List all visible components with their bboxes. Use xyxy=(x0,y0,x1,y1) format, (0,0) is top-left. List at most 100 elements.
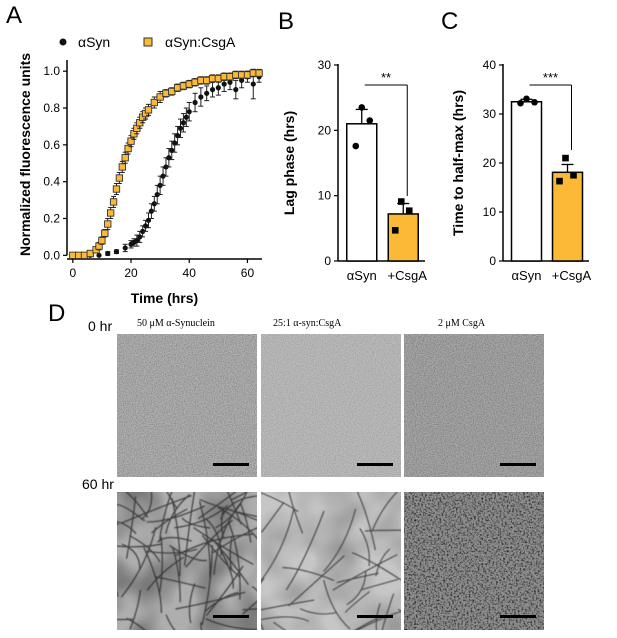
data-point xyxy=(233,87,239,93)
data-point xyxy=(227,79,233,85)
panel-label-c: C xyxy=(441,8,459,35)
scale-bar xyxy=(500,463,536,466)
scale-bar xyxy=(213,463,249,466)
data-point xyxy=(145,217,152,223)
data-point xyxy=(121,154,129,162)
fibril xyxy=(146,556,185,591)
fibril xyxy=(323,580,351,630)
replicate-point xyxy=(562,154,569,162)
fibril xyxy=(273,621,286,630)
legend-label-csga: αSyn:CsgA xyxy=(165,34,236,50)
data-point xyxy=(250,81,256,87)
replicate-point xyxy=(405,207,413,214)
x-tick-label: 40 xyxy=(183,266,197,280)
data-point xyxy=(115,174,124,182)
y-tick-label: 30 xyxy=(483,107,497,121)
y-tick-label: 1.0 xyxy=(43,64,60,78)
fibril xyxy=(251,585,257,592)
fibril xyxy=(117,503,146,522)
fibril xyxy=(121,543,141,571)
fibril xyxy=(199,498,257,518)
data-point xyxy=(109,198,118,206)
data-point xyxy=(107,209,115,217)
scale-bar xyxy=(357,463,393,466)
data-point xyxy=(104,220,112,228)
fibril xyxy=(365,529,401,532)
data-point xyxy=(186,109,192,115)
fibril xyxy=(245,492,247,493)
y-tick-label: 0 xyxy=(489,254,496,268)
fibril xyxy=(351,552,401,581)
fibril xyxy=(172,546,181,603)
data-point xyxy=(154,191,160,198)
fibril xyxy=(181,517,211,529)
fibril xyxy=(285,510,325,591)
scale-bar xyxy=(213,615,249,618)
data-point xyxy=(134,237,140,244)
fibril xyxy=(200,622,203,630)
data-point xyxy=(113,249,120,255)
micrograph-60hr-asyn xyxy=(101,416,259,638)
fibril xyxy=(199,501,211,577)
y-tick-label: 0 xyxy=(324,254,331,268)
fibril xyxy=(175,591,246,610)
series-asyn-csga xyxy=(69,68,263,259)
data-point xyxy=(151,201,157,207)
fibril xyxy=(159,492,173,542)
fibril xyxy=(254,428,259,488)
fibril xyxy=(356,610,401,630)
fibril xyxy=(169,544,207,562)
fibril xyxy=(117,618,133,621)
replicate-point xyxy=(352,142,360,150)
fibril xyxy=(201,534,240,578)
replicate-point xyxy=(531,98,538,106)
micrograph-0hr-csga xyxy=(404,334,544,477)
y-tick-label: 20 xyxy=(318,123,332,137)
fibril xyxy=(101,619,111,638)
fibril xyxy=(151,508,188,534)
fibril xyxy=(195,600,260,627)
data-point xyxy=(150,98,158,107)
data-point xyxy=(209,87,216,93)
data-point xyxy=(124,144,132,153)
fibril xyxy=(261,577,265,584)
fibril xyxy=(230,492,249,501)
data-point xyxy=(166,155,172,161)
fibril xyxy=(117,522,120,526)
x-axis-label: Time (hrs) xyxy=(131,290,198,306)
replicate-point xyxy=(397,198,405,205)
data-point xyxy=(172,140,178,146)
data-point xyxy=(160,173,166,179)
fibril xyxy=(143,416,170,488)
data-point xyxy=(183,114,189,120)
fibril xyxy=(117,590,119,597)
data-point xyxy=(140,228,146,234)
micrograph-60hr-csga xyxy=(404,492,544,630)
fibril xyxy=(205,618,257,630)
bar xyxy=(346,123,378,262)
fibril xyxy=(261,622,264,630)
fibril xyxy=(346,570,367,606)
y-tick-label: 30 xyxy=(318,58,332,72)
column-label-csga: 2 μM CsgA xyxy=(438,318,486,329)
fibril xyxy=(389,419,395,487)
data-point xyxy=(174,133,181,139)
fibril xyxy=(213,501,243,575)
fibril xyxy=(381,593,395,630)
fibril xyxy=(188,583,196,624)
y-tick-label: 10 xyxy=(483,205,497,219)
data-point xyxy=(156,93,164,101)
data-point xyxy=(204,90,210,96)
data-point xyxy=(101,229,109,237)
fibril xyxy=(336,572,379,584)
fibril xyxy=(361,578,399,591)
fibril xyxy=(332,554,398,591)
fibril xyxy=(204,592,239,612)
category-label: +CsgA xyxy=(552,268,592,283)
replicate-point xyxy=(570,171,577,179)
scale-bar xyxy=(357,615,393,618)
fibril xyxy=(174,504,229,529)
data-point xyxy=(169,147,175,153)
x-tick-label: 20 xyxy=(124,266,138,280)
legend-marker-asyn xyxy=(59,38,67,46)
